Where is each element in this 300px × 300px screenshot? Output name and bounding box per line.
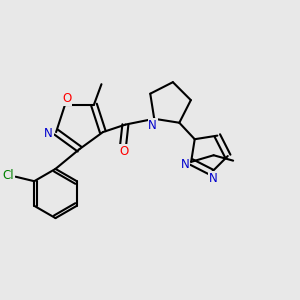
Text: N: N	[209, 172, 218, 185]
Text: N: N	[181, 158, 190, 171]
Text: N: N	[44, 127, 53, 140]
Text: N: N	[148, 119, 157, 132]
Text: Cl: Cl	[2, 169, 14, 182]
Text: O: O	[120, 145, 129, 158]
Text: O: O	[62, 92, 71, 105]
